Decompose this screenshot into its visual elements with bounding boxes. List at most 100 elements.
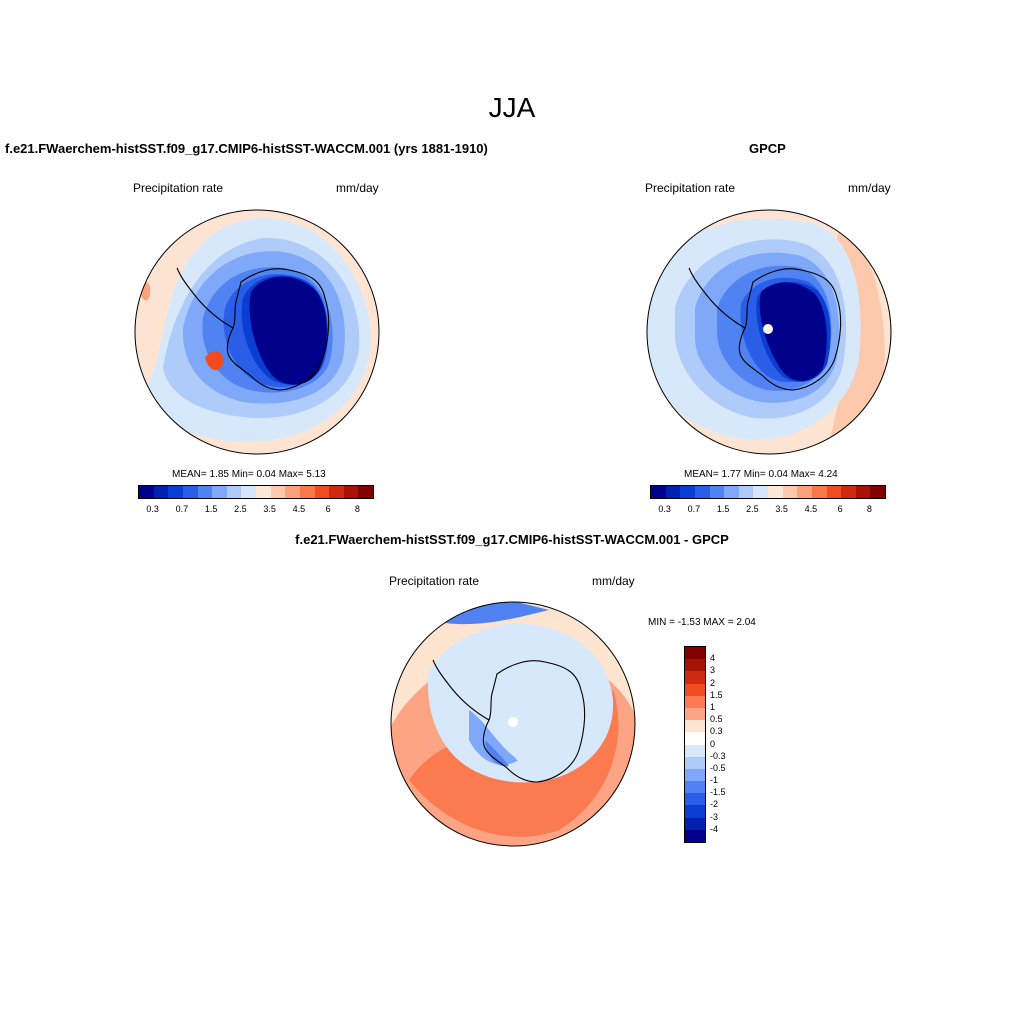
colorbar-swatch xyxy=(685,695,705,708)
colorbar-swatch xyxy=(685,671,705,684)
colorbar-swatch xyxy=(241,486,256,498)
colorbar-tick-label: -0.3 xyxy=(710,750,726,761)
model-antarctica-coastline xyxy=(226,268,330,391)
obs-peninsula-coastline xyxy=(688,267,746,329)
colorbar-swatch xyxy=(197,486,213,498)
colorbar-swatch xyxy=(826,486,842,498)
model-polar-map xyxy=(134,209,380,455)
colorbar-swatch xyxy=(685,756,705,769)
colorbar-swatch xyxy=(168,486,183,498)
model-colorbar-ticks: 0.3 0.7 1.5 2.5 3.5 4.5 6 8 xyxy=(138,504,372,516)
diff-map-contour-band xyxy=(469,710,519,765)
diff-peninsula-coastline xyxy=(432,659,490,721)
colorbar-swatch xyxy=(797,486,812,498)
colorbar-swatch xyxy=(685,707,705,721)
model-panel-title: f.e21.FWaerchem-histSST.f09_g17.CMIP6-hi… xyxy=(5,141,488,156)
colorbar-swatch xyxy=(314,486,330,498)
obs-units-label: mm/day xyxy=(848,181,891,195)
colorbar-tick-label: 6 xyxy=(837,504,843,514)
colorbar-swatch xyxy=(841,486,856,498)
diff-polar-map xyxy=(390,601,636,847)
colorbar-swatch xyxy=(768,486,783,498)
model-map-border xyxy=(134,209,380,455)
colorbar-tick-label: 1.5 xyxy=(710,689,723,700)
diff-units-label: mm/day xyxy=(592,574,635,588)
colorbar-swatch xyxy=(680,486,695,498)
obs-variable-label: Precipitation rate xyxy=(645,181,736,195)
colorbar-swatch xyxy=(694,486,710,498)
colorbar-swatch xyxy=(685,829,705,842)
colorbar-swatch xyxy=(685,793,705,806)
colorbar-tick-label: 3.5 xyxy=(775,504,788,514)
colorbar-swatch xyxy=(738,486,754,498)
colorbar-swatch xyxy=(182,486,198,498)
colorbar-tick-label: -2 xyxy=(710,799,719,810)
colorbar-swatch xyxy=(685,817,705,830)
obs-colorbar xyxy=(650,485,886,499)
colorbar-swatch xyxy=(651,486,666,498)
diff-map-contour-band xyxy=(496,671,576,772)
figure-title: JJA xyxy=(488,92,536,123)
colorbar-swatch xyxy=(329,486,344,498)
colorbar-tick-label: 2.5 xyxy=(746,504,759,514)
model-colorbar xyxy=(138,485,374,499)
colorbar-swatch xyxy=(226,486,242,498)
colorbar-tick-label: 8 xyxy=(354,504,360,514)
colorbar-tick-label: 1.5 xyxy=(716,504,730,514)
diff-variable-label: Precipitation rate xyxy=(389,574,480,588)
model-peninsula-coastline xyxy=(176,267,234,329)
colorbar-swatch xyxy=(685,781,705,794)
colorbar-swatch xyxy=(256,486,271,498)
colorbar-tick-label: 4.5 xyxy=(292,504,306,514)
colorbar-swatch xyxy=(299,486,315,498)
colorbar-tick-label: 4.5 xyxy=(804,504,818,514)
colorbar-swatch xyxy=(709,486,725,498)
colorbar-swatch xyxy=(270,486,286,498)
obs-colorbar-ticks: 0.3 0.7 1.5 2.5 3.5 4.5 6 8 xyxy=(650,504,884,516)
colorbar-tick-label: 0 xyxy=(710,738,716,749)
colorbar-swatch xyxy=(870,486,885,498)
colorbar-swatch xyxy=(665,486,681,498)
colorbar-tick-label: -1.5 xyxy=(710,787,726,798)
colorbar-swatch xyxy=(285,486,300,498)
diff-map-pole-gap xyxy=(508,717,518,727)
colorbar-tick-label: 8 xyxy=(866,504,872,514)
colorbar-tick-label: 2.5 xyxy=(234,504,247,514)
diff-antarctica-coastline xyxy=(482,660,586,783)
colorbar-tick-label: -0.5 xyxy=(710,762,726,773)
colorbar-swatch xyxy=(685,647,705,660)
colorbar-tick-label: 2 xyxy=(710,677,716,688)
obs-map-border xyxy=(646,209,892,455)
colorbar-swatch xyxy=(685,744,705,757)
colorbar-tick-label: -1 xyxy=(710,775,719,786)
model-map-contour-band xyxy=(205,350,224,371)
diff-map-contour-band xyxy=(485,740,509,767)
colorbar-tick-label: 4 xyxy=(710,653,716,664)
colorbar-swatch xyxy=(855,486,871,498)
colorbar-swatch xyxy=(685,805,705,818)
diff-colorbar-ticks: 4 3 2 1.5 1 0.5 0.3 0 -0.3 -0.5 -1 -1.5 -2 -3 -4 xyxy=(710,646,750,841)
obs-map-pole-gap xyxy=(763,324,773,334)
colorbar-swatch xyxy=(753,486,768,498)
model-stats: MEAN= 1.85 Min= 0.04 Max= 5.13 xyxy=(172,469,326,480)
colorbar-tick-label: -4 xyxy=(710,823,719,834)
colorbar-tick-label: 3 xyxy=(710,665,716,676)
diff-map-border xyxy=(390,601,636,847)
colorbar-tick-label: 1 xyxy=(710,701,716,712)
diff-colorbar xyxy=(684,646,706,843)
colorbar-swatch xyxy=(811,486,827,498)
obs-stats: MEAN= 1.77 Min= 0.04 Max= 4.24 xyxy=(684,469,838,480)
colorbar-swatch xyxy=(685,720,705,733)
obs-antarctica-coastline xyxy=(738,268,842,391)
colorbar-swatch xyxy=(782,486,798,498)
colorbar-tick-label: 0.3 xyxy=(710,726,723,737)
colorbar-swatch xyxy=(685,768,705,782)
model-units-label: mm/day xyxy=(336,181,379,195)
diff-panel-title: f.e21.FWaerchem-histSST.f09_g17.CMIP6-hi… xyxy=(295,532,729,547)
colorbar-tick-label: 0.7 xyxy=(687,504,701,514)
colorbar-swatch xyxy=(153,486,169,498)
model-variable-label: Precipitation rate xyxy=(133,181,224,195)
colorbar-tick-label: -3 xyxy=(710,811,719,822)
colorbar-swatch xyxy=(685,732,705,745)
colorbar-swatch xyxy=(343,486,359,498)
